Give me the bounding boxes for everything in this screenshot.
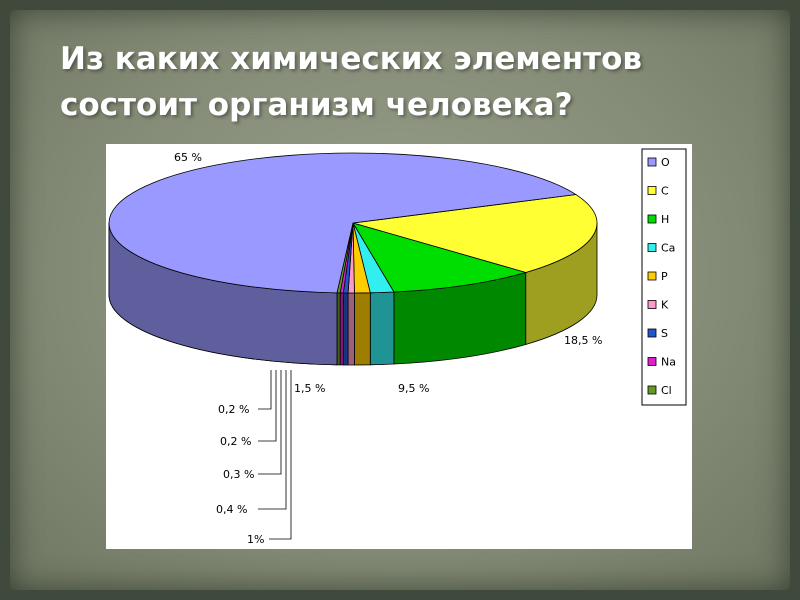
leader-line-s [258, 370, 282, 475]
pie-labels: 65 % 18,5 % 9,5 % 1,5 % 0,2 % 0,2 % 0,3 % 0,4 %… [174, 151, 602, 546]
legend-label-o: O [661, 156, 670, 169]
data-label-k: 0,4 % [216, 503, 247, 516]
data-label-c: 18,5 % [564, 334, 602, 347]
leader-line-k [258, 370, 287, 510]
leader-line-cl [258, 370, 272, 410]
legend-swatch-p [647, 271, 657, 281]
legend-label-p: P [661, 270, 668, 283]
legend-swatch-o [647, 157, 657, 167]
pie-chart: 65 % 18,5 % 9,5 % 1,5 % 0,2 % 0,2 % 0,3 % 0,4 %… [108, 148, 687, 546]
data-label-h: 9,5 % [398, 382, 429, 395]
legend-label-ca: Ca [661, 242, 675, 255]
data-label-ca: 1,5 % [294, 382, 325, 395]
legend-label-k: K [661, 299, 669, 312]
leader-line-p [269, 370, 292, 540]
pie-side-p [354, 292, 371, 366]
leader-line-na [258, 370, 277, 442]
pie-side-s [342, 292, 349, 366]
data-label-o: 65 % [174, 151, 202, 164]
legend-label-cl: Cl [661, 384, 672, 397]
legend-swatch-ca [647, 243, 657, 252]
title-line-2: состоит организм человека? [60, 87, 573, 123]
pie-tops [108, 152, 598, 294]
legend-swatch-cl [647, 385, 657, 395]
legend-swatch-h [647, 214, 657, 224]
pie-sides [108, 222, 598, 366]
data-label-cl: 0,2 % [218, 403, 249, 416]
legend-label-na: Na [661, 356, 676, 369]
data-label-s: 0,3 % [223, 468, 254, 481]
legend-label-c: C [661, 185, 669, 198]
legend-swatch-c [647, 186, 657, 195]
pie-slice-h [352, 222, 528, 293]
legend-label-s: S [661, 327, 668, 340]
legend-swatch-na [647, 357, 657, 366]
pie-slice-o [108, 152, 578, 294]
chart-legend: O C H Ca P K S Na Cl [641, 148, 687, 406]
pie-side-na [339, 292, 344, 366]
legend-label-h: H [661, 213, 669, 226]
chart-area: 65 % 18,5 % 9,5 % 1,5 % 0,2 % 0,2 % 0,3 % 0,4 %… [106, 144, 692, 549]
data-label-na: 0,2 % [220, 435, 251, 448]
legend-swatch-s [647, 328, 657, 338]
pie-slice-c [352, 194, 598, 273]
pie-side-cl [336, 292, 341, 366]
legend-swatch-k [647, 300, 657, 309]
title-line-1: Из каких химических элементов [60, 41, 643, 77]
pie-side-ca [369, 291, 395, 366]
pie-side-k [347, 292, 355, 366]
data-label-p: 1% [247, 533, 264, 546]
slide-title: Из каких химических элементов состоит ор… [60, 36, 780, 128]
